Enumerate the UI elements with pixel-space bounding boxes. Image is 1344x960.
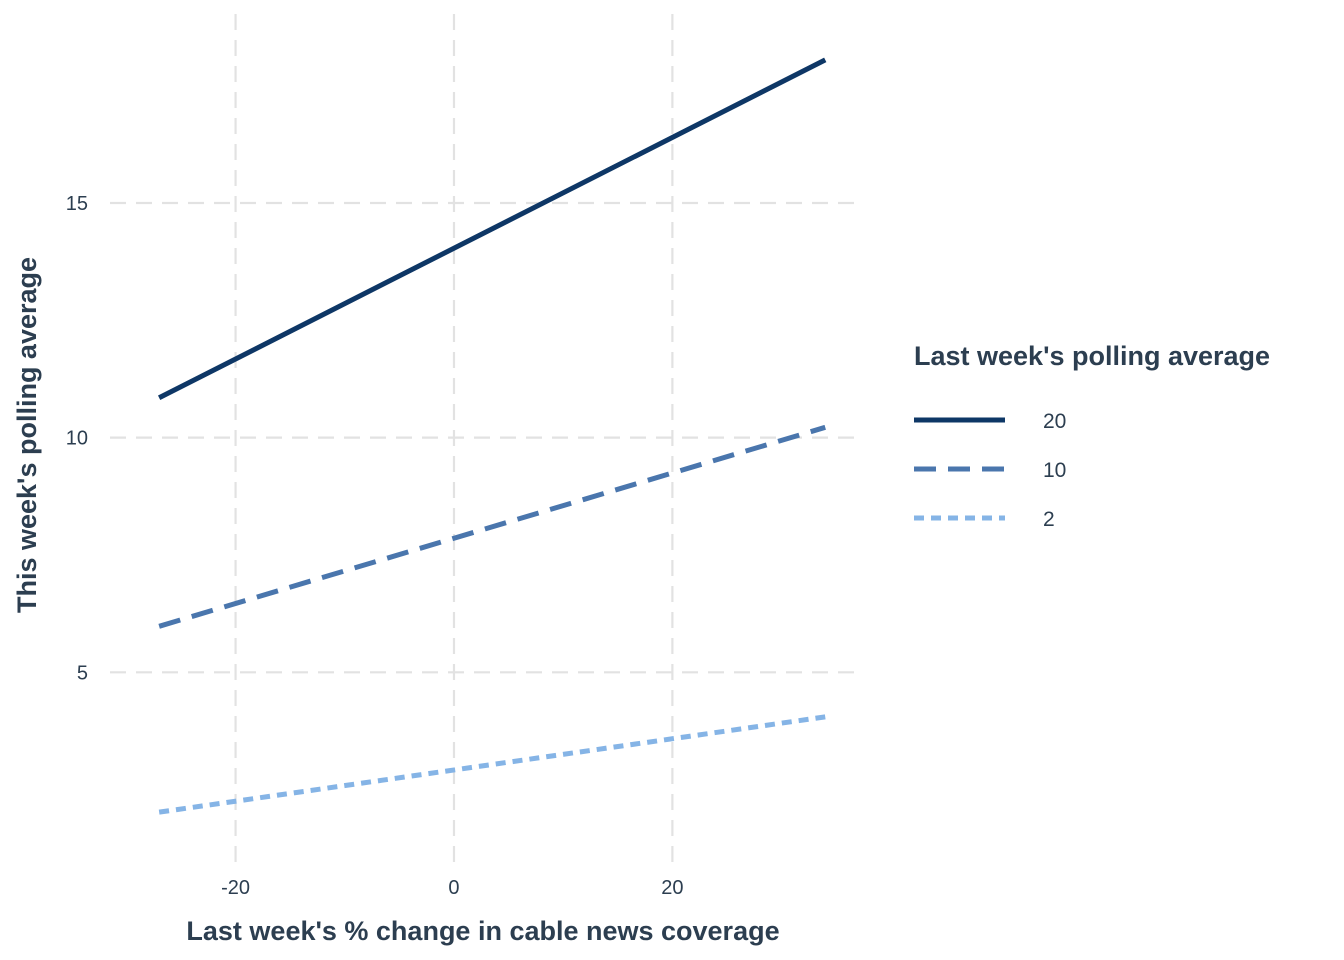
y-axis-title: This week's polling average: [12, 257, 42, 613]
tick-labels: -20 0 20 5 10 15: [66, 193, 684, 899]
series-line-20: [158, 57, 827, 400]
legend-title: Last week's polling average: [914, 341, 1270, 371]
y-tick-label: 5: [77, 662, 88, 684]
x-axis-title: Last week's % change in cable news cover…: [186, 916, 779, 946]
y-tick-label: 15: [66, 193, 88, 215]
legend: Last week's polling average 20 10 2: [914, 341, 1270, 531]
legend-label-2: 2: [1043, 508, 1055, 531]
legend-label-10: 10: [1043, 459, 1066, 482]
y-tick-label: 10: [66, 428, 88, 450]
x-tick-label: -20: [221, 877, 250, 899]
series-lines: [158, 57, 827, 815]
legend-items: 20 10 2: [914, 410, 1066, 531]
series-line-2: [158, 714, 826, 815]
legend-label-20: 20: [1043, 410, 1066, 433]
grid-lines: [110, 14, 858, 866]
x-tick-label: 0: [448, 877, 459, 899]
x-tick-label: 20: [661, 877, 683, 899]
series-line-10: [158, 424, 826, 629]
